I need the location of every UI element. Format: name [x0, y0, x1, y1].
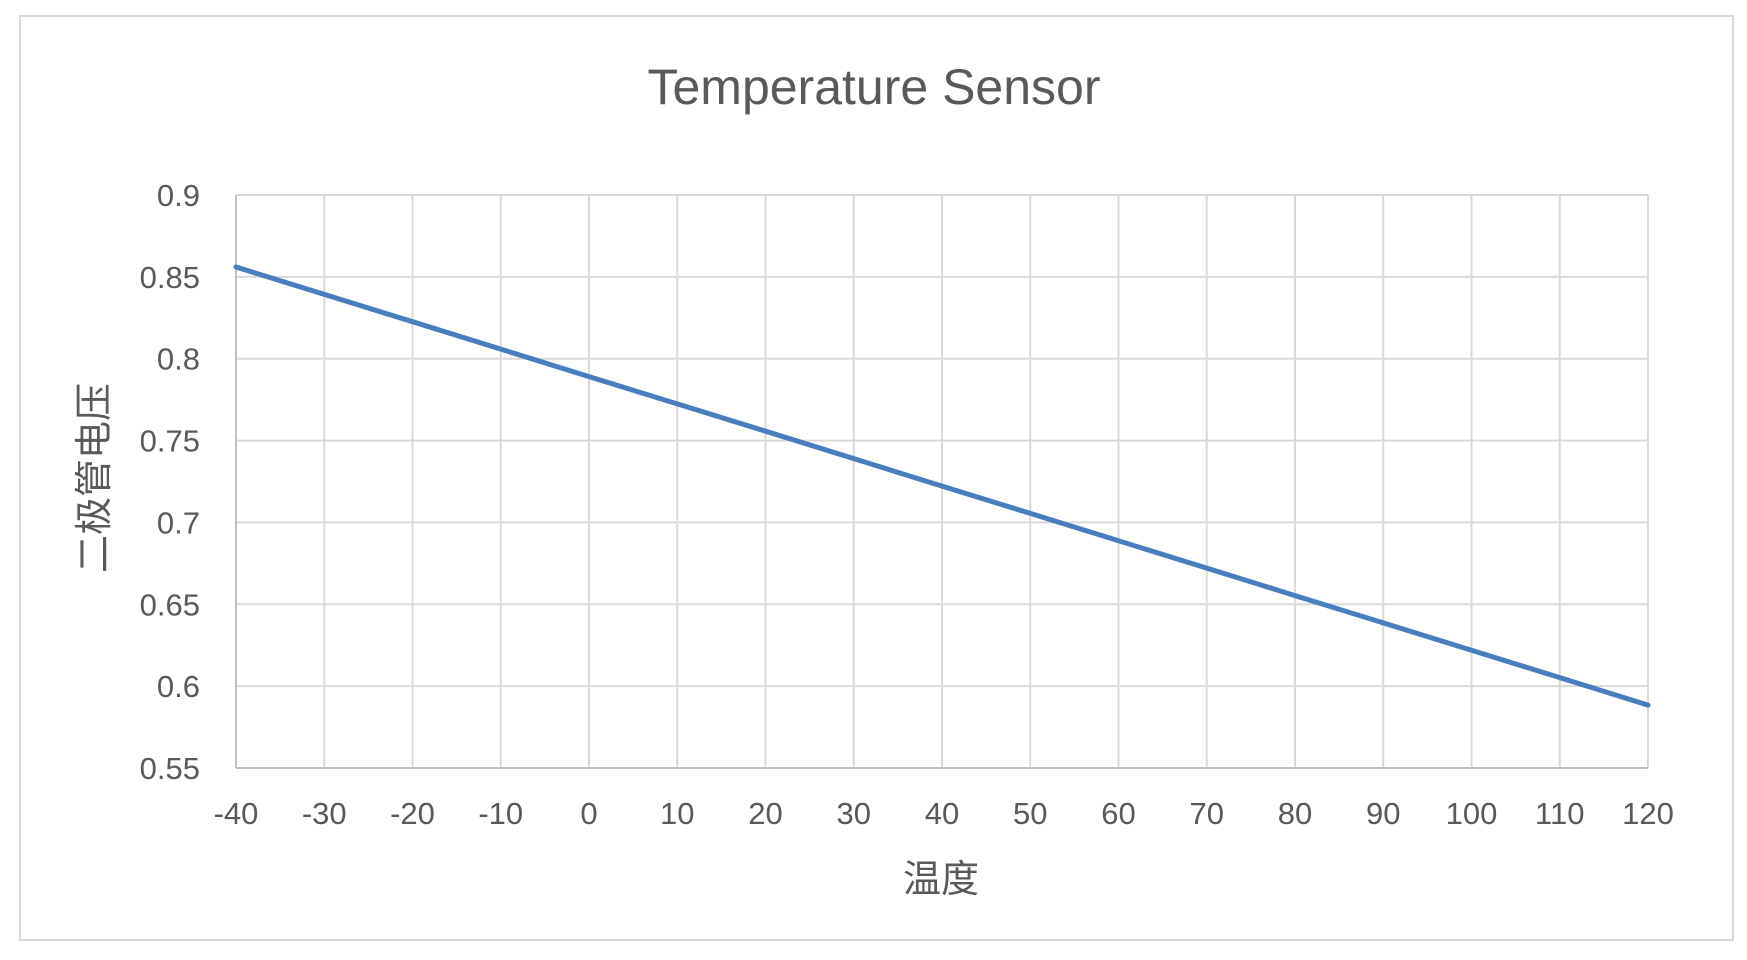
x-tick-label: 60 [1101, 796, 1135, 831]
y-tick-label: 0.75 [140, 424, 200, 459]
y-tick-label: 0.55 [140, 751, 200, 786]
y-axis-title: 二极管电压 [74, 383, 116, 573]
x-tick-label: 110 [1535, 796, 1584, 831]
x-tick-label: 120 [1622, 796, 1674, 831]
y-tick-label: 0.85 [140, 260, 200, 295]
x-tick-label: 70 [1190, 796, 1224, 831]
x-tick-label: -10 [478, 796, 523, 831]
series-line [233, 264, 1651, 708]
y-tick-label: 0.8 [157, 342, 200, 377]
gridlines [236, 194, 1649, 768]
x-tick-label: 10 [660, 796, 694, 831]
x-tick-label: 80 [1278, 796, 1312, 831]
x-tick-label: 100 [1446, 796, 1498, 831]
x-axis-title: 温度 [903, 859, 979, 901]
axes [235, 195, 1648, 769]
tick-labels: -40 -30 -20 -10 0 10 20 30 40 50 60 70 80 90 100 110 120… [140, 178, 1674, 831]
x-tick-label: -20 [390, 796, 435, 831]
x-tick-label: 90 [1366, 796, 1400, 831]
chart-border [19, 15, 1734, 941]
chart-title: Temperature Sensor [647, 59, 1100, 115]
series-group [233, 264, 1651, 708]
x-tick-label: 30 [837, 796, 871, 831]
y-tick-label: 0.9 [157, 178, 200, 213]
x-tick-label: 50 [1013, 796, 1047, 831]
y-tick-label: 0.6 [157, 669, 200, 704]
y-tick-label: 0.7 [157, 505, 200, 540]
x-tick-label: -30 [302, 796, 347, 831]
x-tick-label: 20 [748, 796, 782, 831]
x-tick-label: 40 [925, 796, 959, 831]
x-tick-label: -40 [214, 796, 259, 831]
y-tick-label: 0.65 [140, 587, 200, 622]
x-tick-label: 0 [580, 796, 597, 831]
